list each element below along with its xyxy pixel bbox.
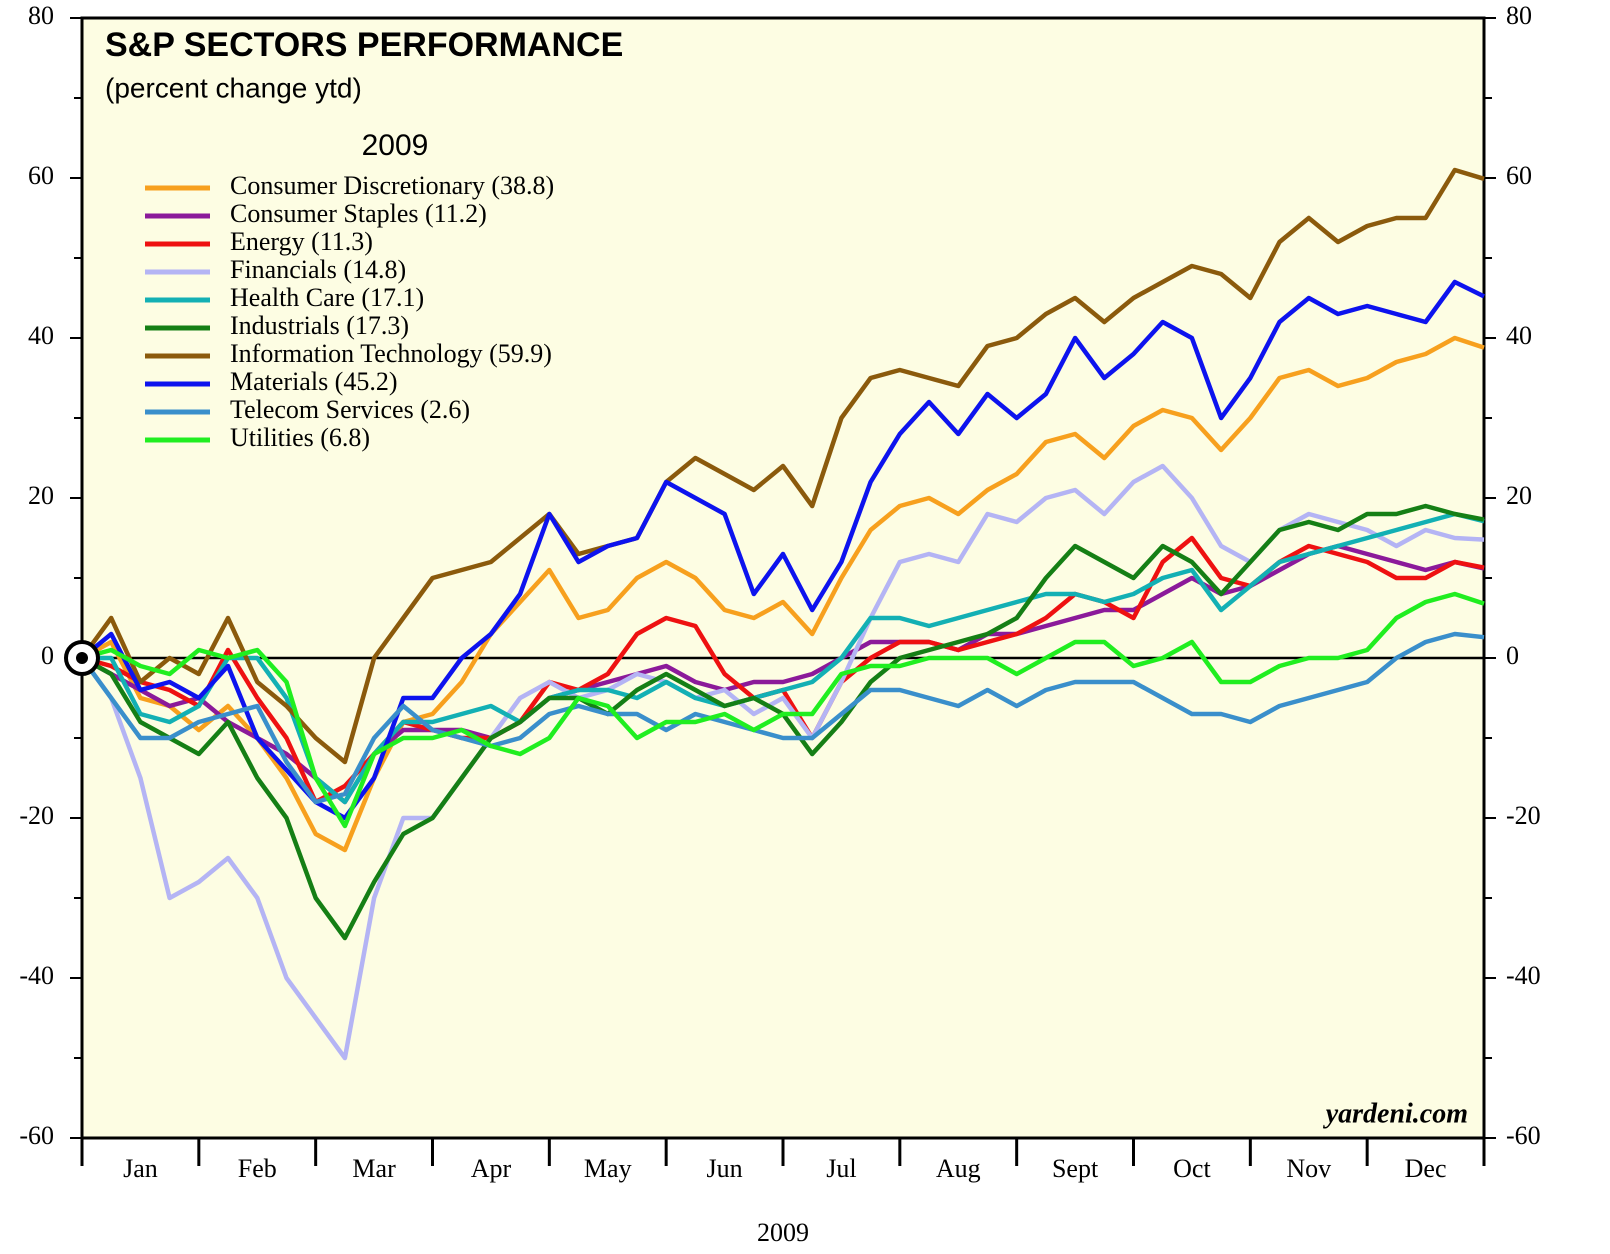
y-tick-label: 20 [28,481,54,510]
y2-tick-label: 60 [1506,161,1532,190]
legend-label: Industrials (17.3) [230,311,409,340]
y-tick-label: -20 [19,801,54,830]
legend-label: Financials (14.8) [230,255,406,284]
legend-label: Utilities (6.8) [230,423,370,452]
y-tick-label: -40 [19,961,54,990]
x-tick-label: Apr [471,1154,512,1183]
x-tick-label: Jul [826,1154,856,1183]
x-axis-label: 2009 [757,1218,809,1247]
watermark: yardeni.com [1323,1098,1468,1129]
y-tick-label: 40 [28,321,54,350]
x-tick-label: Sept [1052,1154,1099,1183]
y2-tick-label: -60 [1506,1121,1541,1150]
x-tick-label: Nov [1286,1154,1331,1183]
plot-area [80,16,1486,1140]
y2-tick-label: 20 [1506,481,1532,510]
x-tick-label: Dec [1405,1154,1447,1183]
y-tick-label: -60 [19,1121,54,1150]
x-tick-label: Aug [936,1154,981,1183]
legend-label: Consumer Staples (11.2) [230,199,487,228]
legend-title: 2009 [362,129,429,162]
series-line [81,591,1485,829]
x-tick-label: Jan [123,1154,158,1183]
x-tick-label: Oct [1173,1154,1211,1183]
x-tick-label: Jun [707,1154,743,1183]
chart-subtitle: (percent change ytd) [105,72,362,103]
start-marker-dot [76,652,88,664]
x-tick-label: Mar [352,1154,396,1183]
x-tick-label: Feb [238,1154,277,1183]
y2-tick-label: 0 [1506,641,1519,670]
legend-label: Health Care (17.1) [230,283,424,312]
y2-tick-label: -20 [1506,801,1541,830]
legend-label: Information Technology (59.9) [230,339,552,368]
series-line [80,335,1485,853]
x-tick-label: May [584,1154,632,1183]
y2-tick-label: -40 [1506,961,1541,990]
y-tick-label: 60 [28,161,54,190]
legend-label: Energy (11.3) [230,227,373,256]
chart-title: S&P SECTORS PERFORMANCE [105,26,623,64]
series-line [80,167,1485,765]
series-line [80,631,1485,805]
legend-label: Materials (45.2) [230,367,398,396]
legend-label: Consumer Discretionary (38.8) [230,171,554,200]
y-tick-label: 80 [28,1,54,30]
y2-tick-label: 40 [1506,321,1532,350]
legend-label: Telecom Services (2.6) [230,395,470,424]
y-tick-label: 0 [41,641,54,670]
y2-tick-label: 80 [1506,1,1532,30]
